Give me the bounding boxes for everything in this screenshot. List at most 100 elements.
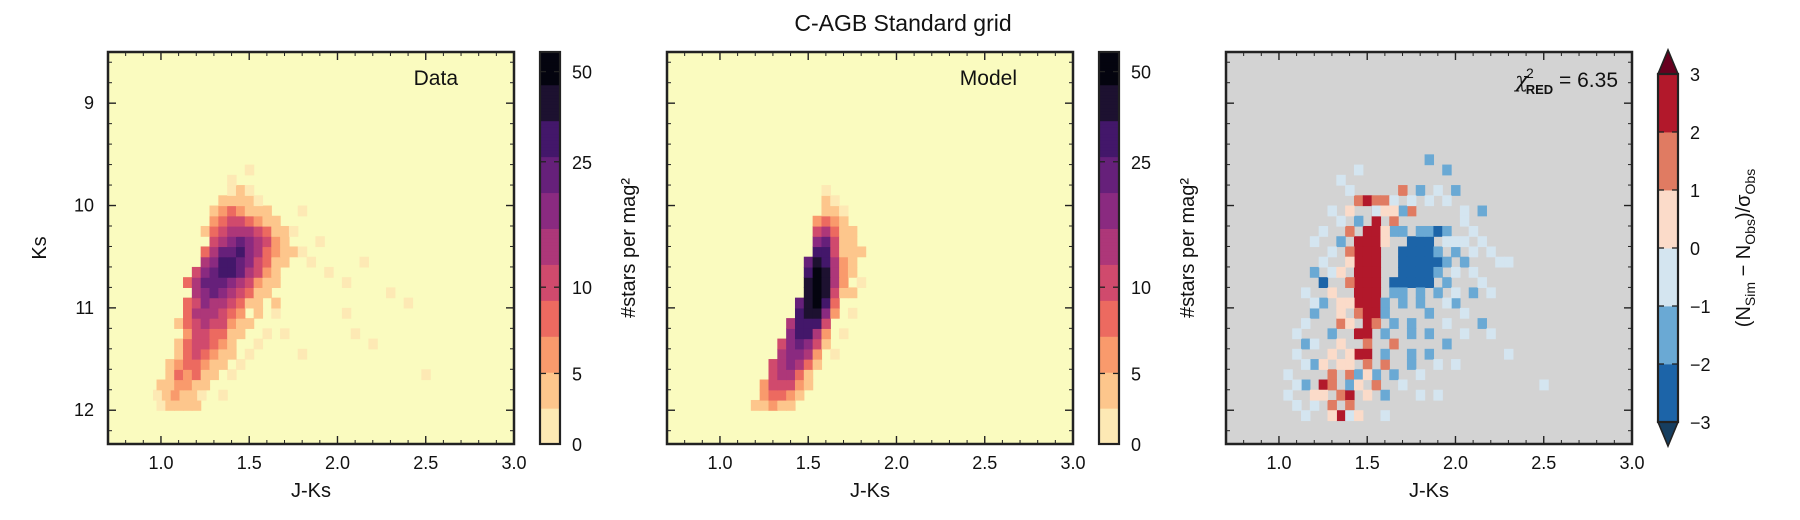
heatmap-cell — [174, 318, 184, 329]
heatmap-cell — [821, 297, 831, 309]
colorbar-segment — [540, 297, 560, 301]
colorbar-segment — [540, 202, 560, 207]
heatmap-cell — [1380, 225, 1390, 237]
heatmap-cell — [153, 389, 163, 401]
heatmap-cell — [262, 277, 272, 288]
heatmap-cell — [1371, 215, 1382, 227]
heatmap-cell — [777, 389, 787, 401]
heatmap-cell — [1353, 287, 1364, 299]
heatmap-cell — [1336, 307, 1346, 319]
heatmap-cell — [777, 379, 787, 391]
heatmap-cell — [183, 348, 193, 360]
heatmap-cell — [1292, 379, 1302, 391]
colorbar-segment — [1099, 182, 1119, 187]
heatmap-cell — [1398, 379, 1408, 391]
colorbar-tick-label: 0 — [1690, 239, 1700, 259]
heatmap-cell — [1406, 236, 1417, 248]
colorbar-segment — [540, 274, 560, 278]
heatmap-cell — [1415, 277, 1426, 288]
heatmap-cell — [244, 205, 255, 217]
heatmap-cell — [830, 297, 840, 309]
plot-frame — [1224, 50, 1634, 446]
heatmap-cell — [227, 225, 237, 237]
heatmap-cell — [235, 318, 246, 329]
colorbar-segment — [540, 359, 560, 363]
heatmap-cell — [1362, 348, 1373, 360]
heatmap-cell — [1353, 277, 1364, 288]
heatmap-cell — [1468, 246, 1479, 258]
heatmap-cell — [812, 328, 823, 340]
colorbar-segment — [1658, 248, 1678, 307]
heatmap-cell — [1371, 195, 1382, 207]
heatmap-cell — [812, 246, 823, 258]
heatmap-cell — [191, 266, 202, 278]
colorbar-segment — [1099, 156, 1119, 161]
heatmap-cell — [1415, 389, 1426, 401]
heatmap-cell — [1504, 256, 1514, 268]
colorbar-segment — [1099, 61, 1119, 66]
heatmap-cell — [856, 277, 867, 288]
heatmap-cell — [1398, 225, 1408, 237]
heatmap-cell — [200, 266, 211, 278]
colorbar-segment — [540, 287, 560, 292]
colorbar-segment — [1099, 176, 1119, 180]
heatmap-cell — [253, 236, 264, 248]
heatmap-cell — [1336, 338, 1346, 350]
heatmap-cell — [200, 307, 211, 319]
colorbar-segment — [540, 71, 560, 76]
heatmap-cell — [191, 297, 202, 309]
heatmap-cell — [218, 328, 228, 340]
heatmap-cell — [1424, 236, 1435, 248]
colorbar-segment — [1099, 375, 1119, 380]
heatmap-cell — [1371, 225, 1382, 237]
colorbar-segment — [540, 326, 560, 331]
heatmap-cell — [421, 369, 431, 381]
heatmap-cell — [235, 328, 246, 340]
heatmap-cell — [1353, 164, 1364, 176]
heatmap-cell — [812, 287, 823, 299]
heatmap-cell — [1415, 266, 1426, 278]
heatmap-cell — [227, 246, 237, 258]
heatmap-cell — [812, 338, 823, 350]
colorbar-segment — [540, 267, 560, 272]
heatmap-cell — [803, 277, 814, 288]
heatmap-cell — [1345, 379, 1355, 391]
colorbar-segment — [1099, 91, 1119, 96]
heatmap-cell — [1406, 277, 1417, 288]
x-axis-label: J-Ks — [1409, 480, 1449, 502]
colorbar-segment — [1099, 342, 1119, 347]
heatmap-cell — [209, 297, 219, 309]
heatmap-cell — [1309, 307, 1320, 319]
colorbar-segment — [540, 94, 560, 99]
label-sub-sim: Sim — [1742, 282, 1758, 306]
heatmap-cell — [271, 256, 281, 268]
heatmap-cell — [191, 277, 202, 288]
heatmap-cell — [1345, 185, 1355, 196]
chi-square-annotation: χ2 RED = 6.35 — [1513, 65, 1618, 97]
heatmap-cell — [1345, 225, 1355, 237]
heatmap-cell — [839, 277, 849, 288]
colorbar-segment — [1099, 140, 1119, 145]
x-tick-label: 1.0 — [1266, 453, 1291, 473]
colorbar-segment — [540, 365, 560, 370]
heatmap-cell — [847, 266, 858, 278]
colorbar-frame — [538, 50, 562, 446]
heatmap-cell — [191, 399, 202, 411]
heatmap-cell — [821, 328, 831, 340]
colorbar-segment — [1099, 365, 1119, 370]
heatmap-cell — [271, 266, 281, 278]
heatmap-cell — [1371, 318, 1382, 329]
heatmap-cell — [235, 225, 246, 237]
colorbar-segment — [540, 192, 560, 197]
heatmap-cell — [1442, 225, 1452, 237]
heatmap-cell — [1406, 318, 1417, 329]
colorbar-segment — [540, 159, 560, 164]
colorbar-segment — [540, 225, 560, 229]
heatmap-cell — [1327, 348, 1337, 360]
heatmap-cell — [830, 205, 840, 217]
heatmap-cell — [197, 389, 207, 401]
heatmap-cells — [750, 185, 867, 411]
colorbar-segment — [540, 163, 560, 167]
label-sub-sigobs: Obs — [1742, 169, 1758, 195]
colorbar-segment — [1099, 218, 1119, 223]
